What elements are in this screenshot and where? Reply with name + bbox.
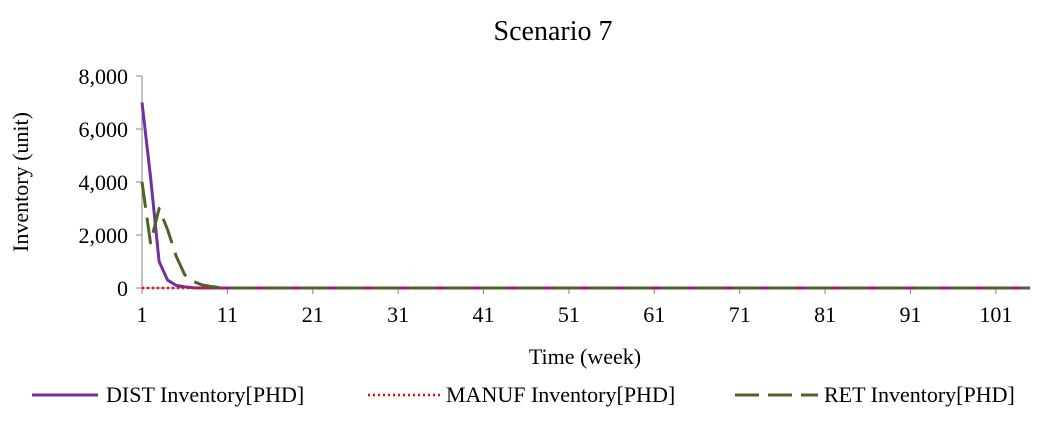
x-tick-label: 1 (137, 302, 148, 327)
y-tick-label: 2,000 (79, 223, 129, 248)
x-tick-label: 81 (814, 302, 836, 327)
y-tick-label: 8,000 (79, 64, 129, 89)
x-tick-label: 101 (979, 302, 1012, 327)
series-line-ret (140, 181, 1030, 290)
y-tick-label: 4,000 (79, 170, 129, 195)
legend-label-dist: DIST Inventory[PHD] (106, 382, 304, 407)
x-tick-label: 41 (473, 302, 495, 327)
legend: DIST Inventory[PHD] MANUF Inventory[PHD] R… (32, 382, 1015, 407)
y-axis-title: Inventory (unit) (8, 112, 33, 252)
x-tick-label: 71 (729, 302, 751, 327)
x-tick-label: 31 (387, 302, 409, 327)
x-axis-title: Time (week) (529, 344, 641, 369)
x-tick-label: 51 (558, 302, 580, 327)
x-tick-label: 11 (217, 302, 238, 327)
plot-area (140, 102, 1030, 290)
series-line-dist (140, 102, 1030, 290)
chart-title: Scenario 7 (494, 16, 613, 47)
legend-label-manuf: MANUF Inventory[PHD] (446, 382, 675, 407)
y-tick-label: 6,000 (79, 117, 129, 142)
x-tick-label: 21 (302, 302, 324, 327)
x-tick-label: 91 (899, 302, 921, 327)
x-tick-label: 61 (643, 302, 665, 327)
legend-label-ret: RET Inventory[PHD] (824, 382, 1015, 407)
y-tick-label: 0 (117, 276, 128, 301)
